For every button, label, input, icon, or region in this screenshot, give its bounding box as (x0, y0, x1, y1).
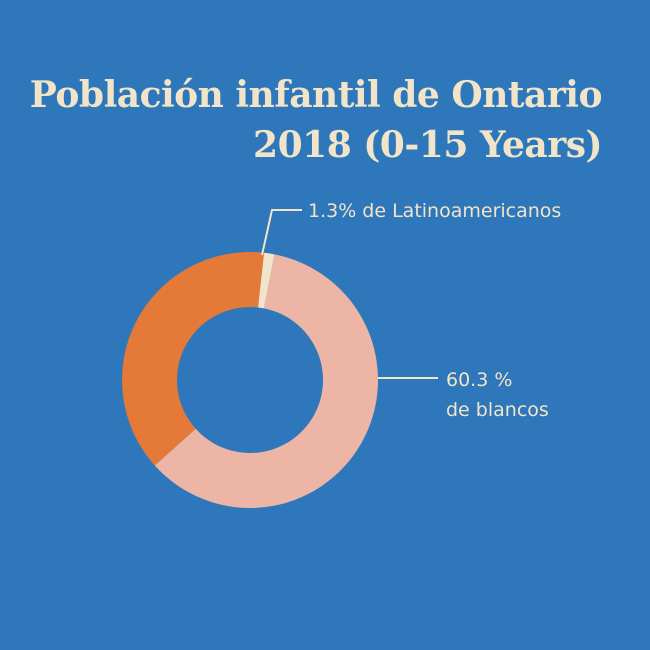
label-blancos-percent: 60.3 % (446, 369, 512, 391)
leader-line-latinoamericanos (261, 209, 302, 256)
slice-other (122, 252, 265, 466)
chart-title-line-1: Población infantil de Ontario (29, 74, 603, 116)
slice-blancos (154, 254, 378, 508)
label-latinoamericanos: 1.3% de Latinoamericanos (308, 200, 561, 222)
chart-annotations: 1.3% de Latinoamericanos 60.3 % de blanc… (261, 200, 561, 421)
label-blancos-text: de blancos (446, 399, 549, 421)
chart-title: Población infantil de Ontario 2018 (0-15… (29, 70, 603, 170)
slice-latinoamericanos (258, 252, 275, 309)
donut-slices (122, 252, 378, 508)
chart-title-line-2: 2018 (0-15 Years) (253, 124, 602, 166)
